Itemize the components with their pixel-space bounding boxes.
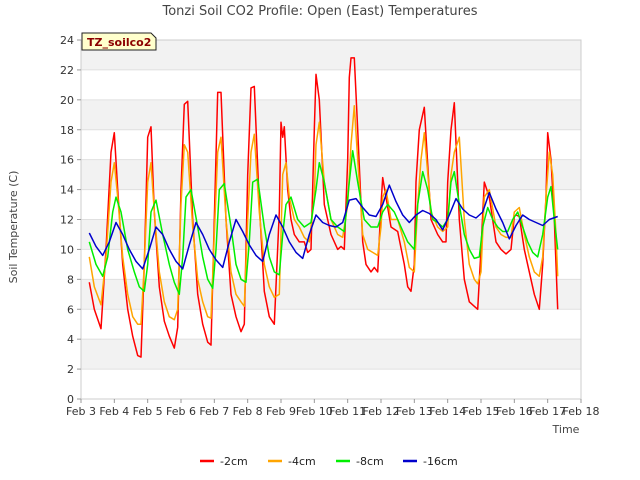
x-tick-label: Feb 12 bbox=[363, 405, 400, 418]
y-tick-label: 22 bbox=[60, 64, 74, 77]
background-band bbox=[81, 159, 581, 190]
x-tick-label: Feb 13 bbox=[396, 405, 433, 418]
site-tag: TZ_soilco2 bbox=[81, 32, 157, 51]
background-band bbox=[81, 279, 581, 310]
y-axis-label: Soil Temperature (C) bbox=[7, 171, 20, 284]
y-tick-label: 0 bbox=[67, 393, 74, 406]
y-tick-label: 18 bbox=[60, 124, 74, 137]
y-tick-label: 2 bbox=[67, 363, 74, 376]
legend-label: -8cm bbox=[356, 455, 384, 468]
series-lines bbox=[88, 57, 559, 358]
y-tick-label: 12 bbox=[60, 214, 74, 227]
series-line-minus-2cm bbox=[88, 57, 559, 358]
y-tick-label: 10 bbox=[60, 243, 74, 256]
x-tick-label: Feb 3 bbox=[66, 405, 96, 418]
legend-label: -4cm bbox=[288, 455, 316, 468]
series-line-minus-8cm bbox=[88, 149, 559, 296]
x-axis-ticks: Feb 3 Feb 4 Feb 5 Feb 6 Feb 7 Feb 8 Feb 9 Feb 1… bbox=[66, 399, 599, 418]
y-tick-label: 8 bbox=[67, 273, 74, 286]
x-tick-label: Feb 11 bbox=[329, 405, 366, 418]
background-band bbox=[81, 40, 581, 70]
y-tick-label: 6 bbox=[67, 303, 74, 316]
background-band bbox=[81, 339, 581, 370]
x-axis-label: Time bbox=[552, 423, 580, 436]
x-tick-label: Feb 7 bbox=[199, 405, 229, 418]
y-tick-label: 24 bbox=[60, 34, 74, 47]
x-tick-label: Feb 6 bbox=[166, 405, 196, 418]
y-tick-label: 20 bbox=[60, 94, 74, 107]
x-tick-label: Feb 10 bbox=[296, 405, 333, 418]
series-line-minus-4cm bbox=[88, 105, 559, 325]
x-tick-label: Feb 15 bbox=[463, 405, 500, 418]
site-tag-box bbox=[81, 32, 157, 51]
y-tick-label: 16 bbox=[60, 154, 74, 167]
x-tick-label: Feb 16 bbox=[496, 405, 533, 418]
x-tick-label: Feb 5 bbox=[133, 405, 163, 418]
y-tick-label: 14 bbox=[60, 184, 74, 197]
series-line-minus-16cm bbox=[88, 184, 558, 270]
plot-background-bands bbox=[81, 40, 581, 370]
background-band bbox=[81, 99, 581, 130]
chart-title: Tonzi Soil CO2 Profile: Open (East) Temp… bbox=[161, 4, 477, 19]
y-tick-label: 4 bbox=[67, 333, 74, 346]
x-tick-label: Feb 14 bbox=[429, 405, 466, 418]
site-tag-label: TZ_soilco2 bbox=[87, 36, 151, 49]
x-tick-label: Feb 4 bbox=[99, 405, 129, 418]
legend-label: -16cm bbox=[423, 455, 458, 468]
x-tick-label: Feb 17 bbox=[529, 405, 566, 418]
x-tick-label: Feb 8 bbox=[233, 405, 263, 418]
x-tick-label: Feb 9 bbox=[266, 405, 296, 418]
legend: -2cm -4cm -8cm -16cm bbox=[200, 455, 458, 468]
legend-label: -2cm bbox=[220, 455, 248, 468]
x-tick-label: Feb 18 bbox=[563, 405, 600, 418]
